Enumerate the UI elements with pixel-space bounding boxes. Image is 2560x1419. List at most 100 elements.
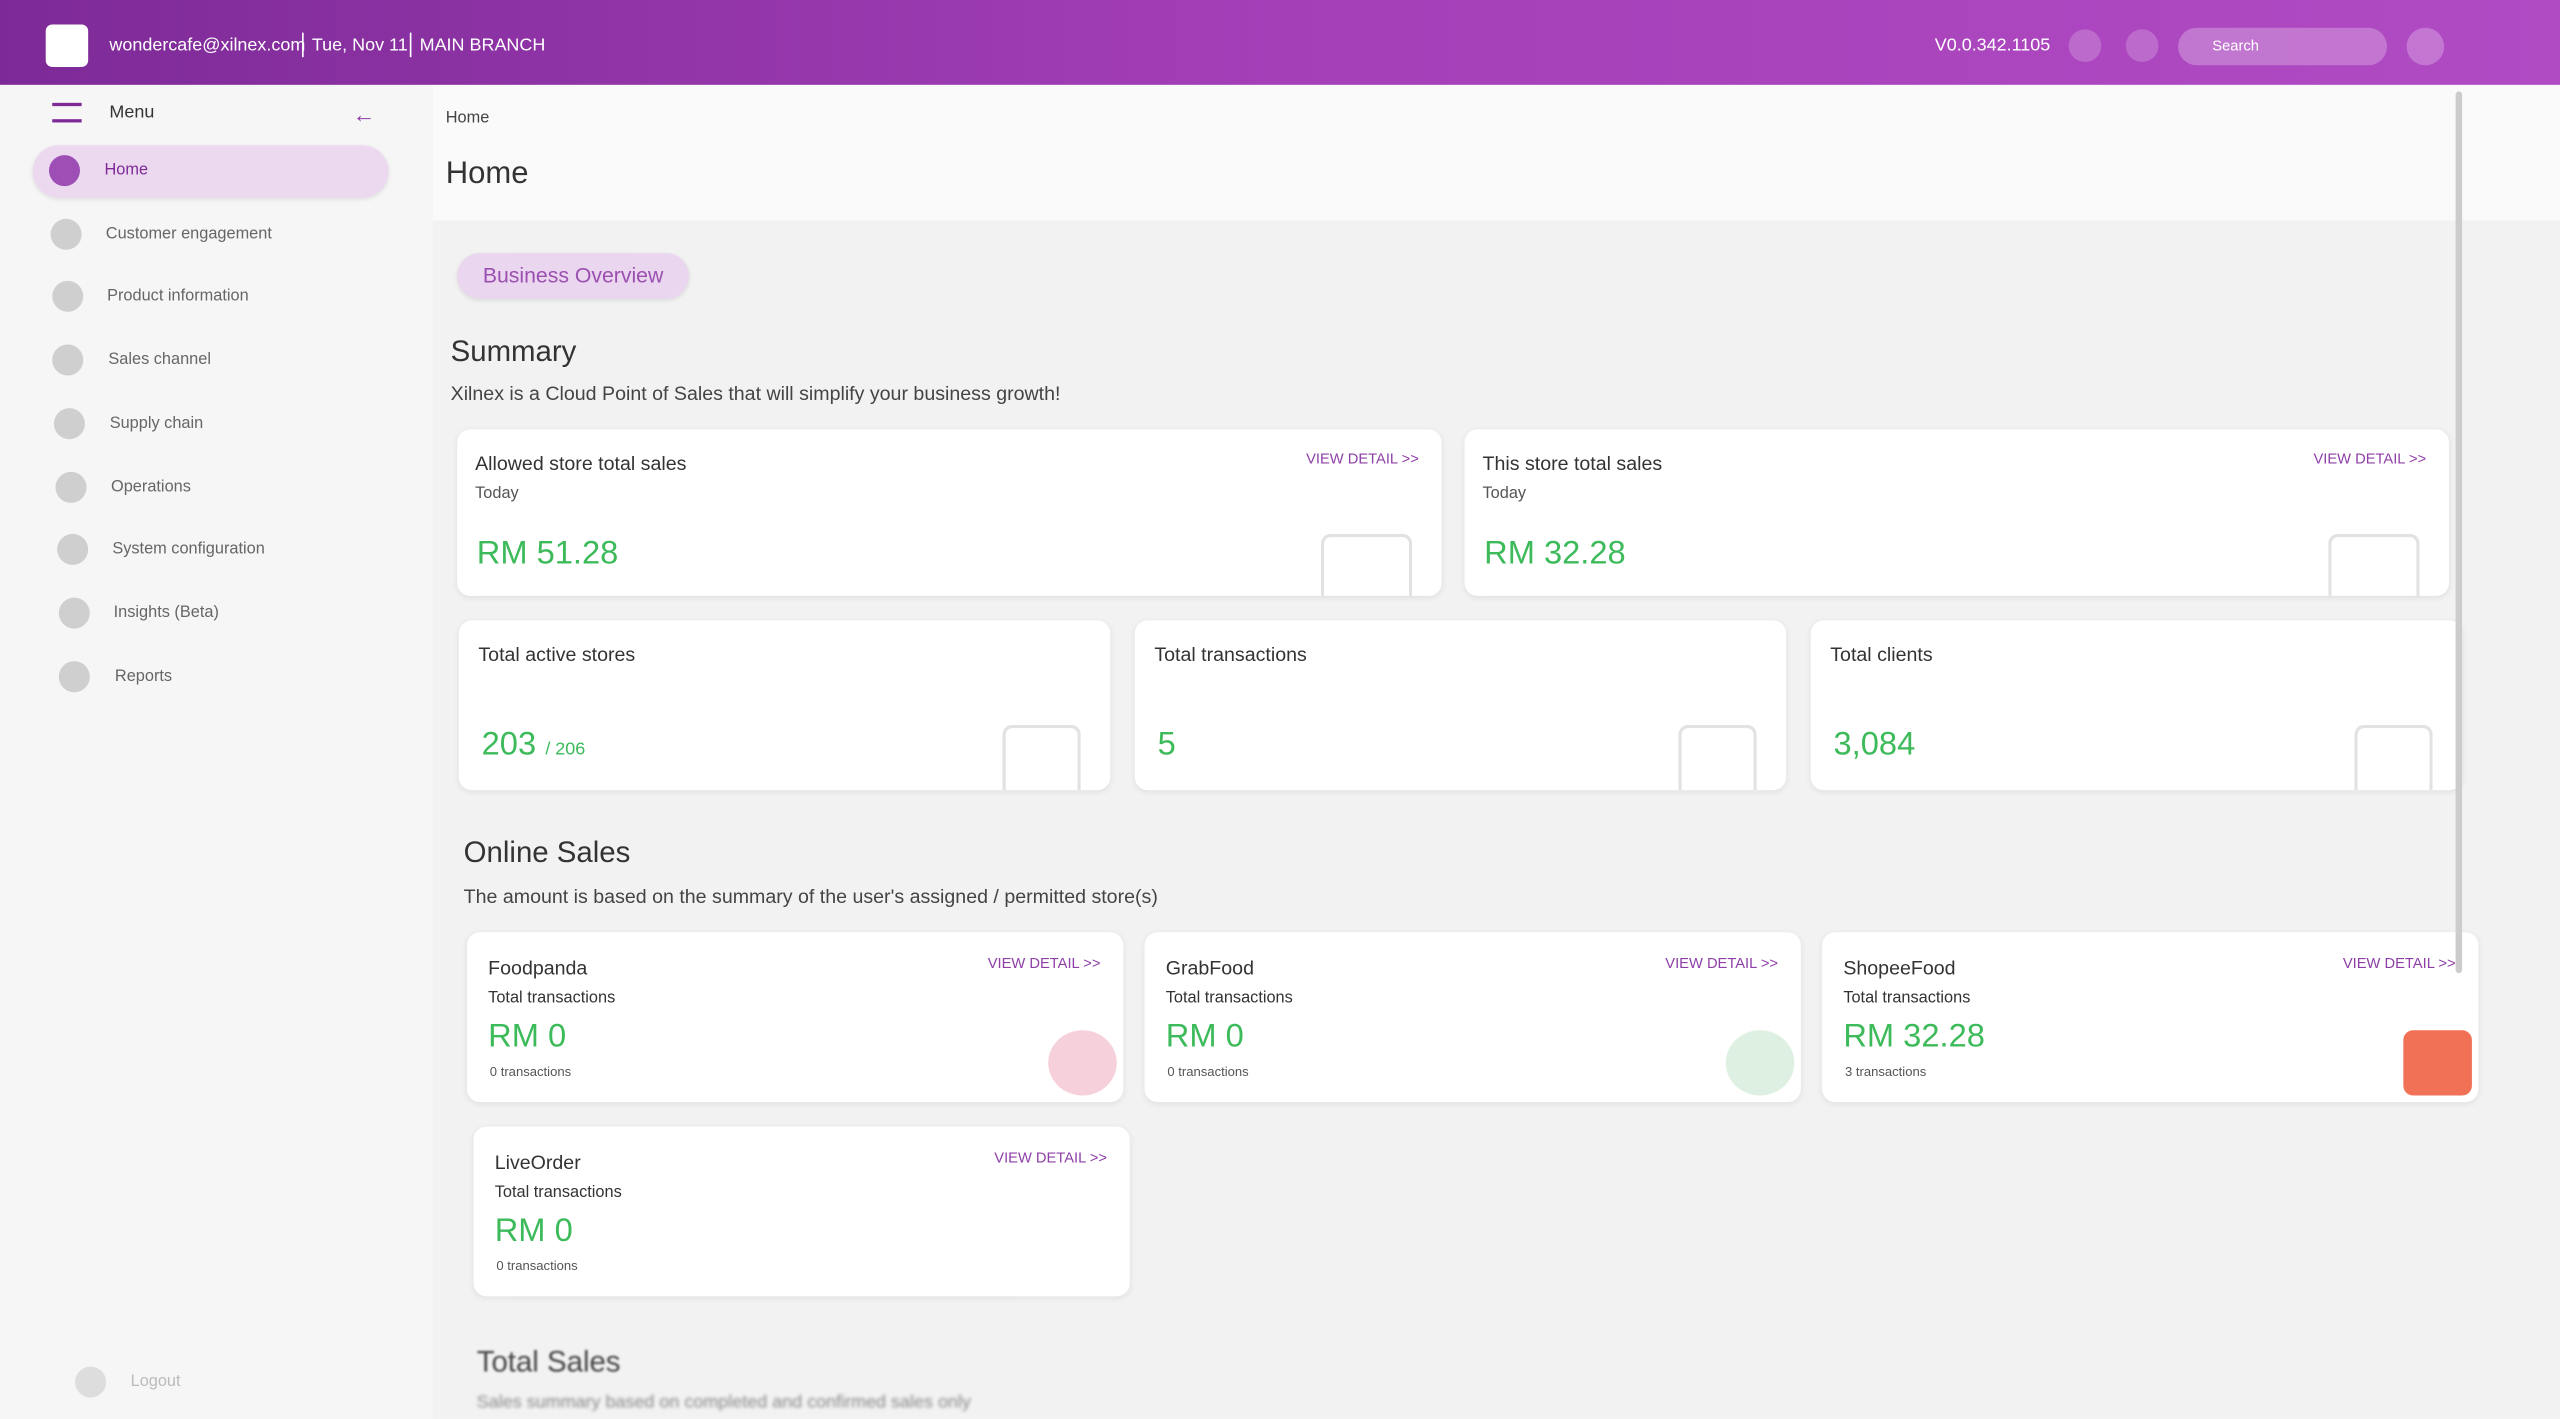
view-detail[interactable]: VIEW DETAIL >> [2313, 450, 2427, 467]
menu-item[interactable]: Supply chain [33, 398, 389, 450]
channel-card: ShopeeFood Total transactions RM 32.28 3 tr… [1822, 932, 2479, 1103]
page-header [432, 84, 2560, 221]
channel-name: LiveOrder [494, 1151, 581, 1174]
menu-label: Customer engagement [105, 224, 272, 243]
notifications[interactable] [2068, 29, 2102, 63]
divider [302, 32, 304, 58]
section-desc: Sales summary based on completed and con… [476, 1392, 971, 1413]
card-total: / 206 [545, 739, 586, 760]
channel-label: Total transactions [1165, 989, 1293, 1008]
menu-item[interactable]: Reports [33, 651, 389, 703]
view-detail[interactable]: VIEW DETAIL >> [987, 955, 1101, 972]
channel-card: Foodpanda Total transactions RM 0 0 transac… [466, 932, 1124, 1103]
menu-icon [55, 471, 87, 503]
menu-item[interactable]: Home [32, 145, 389, 198]
sales-card: This store total sales Today RM 32.28 VIEW … [1464, 429, 2450, 596]
card-value: 203 [481, 726, 537, 763]
stat-card: Total clients 3,084 [1810, 620, 2463, 791]
section-desc: The amount is based on the summary of th… [463, 884, 1158, 908]
card-title: Total transactions [1154, 643, 1307, 667]
card-value: 5 [1157, 726, 1176, 763]
channel-name: ShopeeFood [1843, 956, 1956, 980]
channel-card: GrabFood Total transactions RM 0 0 transact… [1144, 932, 1801, 1103]
card-icon [1678, 724, 1757, 791]
card-period: Today [1482, 484, 1527, 503]
channel-value: RM 0 [494, 1213, 573, 1250]
menu-item[interactable]: Insights (Beta) [33, 588, 389, 640]
channel-label: Total transactions [488, 989, 616, 1008]
card-title: Allowed store total sales [475, 452, 687, 476]
search-box[interactable]: Search [2178, 27, 2388, 66]
view-detail[interactable]: VIEW DETAIL >> [1306, 450, 1419, 467]
logout-icon [75, 1366, 107, 1398]
breadcrumb: Home [445, 109, 490, 128]
card-value: 3,084 [1833, 726, 1916, 763]
menu-item[interactable]: System configuration [33, 524, 389, 576]
menu-label: Reports [114, 667, 173, 686]
card-icon [1320, 533, 1413, 596]
channel-count: 0 transactions [489, 1064, 572, 1080]
card-value: RM 32.28 [1484, 535, 1626, 572]
menu-item[interactable]: Customer engagement [33, 208, 389, 260]
section-title: Total Sales [476, 1345, 621, 1378]
support[interactable] [2125, 29, 2159, 63]
card-icon [2354, 724, 2433, 791]
scrollbar [2455, 91, 2463, 974]
card-period: Today [475, 484, 519, 503]
menu-item[interactable]: Operations [33, 461, 389, 513]
channel-count: 3 transactions [1844, 1064, 1927, 1080]
date: Tue, Nov 11 [311, 35, 408, 56]
menu-icon [59, 660, 91, 692]
logout[interactable]: Logout [130, 1373, 181, 1392]
card-title: This store total sales [1482, 452, 1663, 476]
top-bar [0, 0, 2560, 85]
channel-card: LiveOrder Total transactions RM 0 0 transac… [473, 1126, 1130, 1297]
menu-label: System configuration [112, 540, 265, 559]
more-menu[interactable] [2406, 27, 2445, 66]
menu-icon [48, 155, 81, 187]
channel-count: 0 transactions [1167, 1064, 1249, 1080]
channel-name: GrabFood [1165, 956, 1254, 980]
menu-label: Home [104, 161, 149, 180]
menu-label: Supply chain [109, 414, 204, 433]
section-desc: Xilnex is a Cloud Point of Sales that wi… [450, 382, 1061, 405]
card-icon [1002, 724, 1081, 791]
section-title: Online Sales [463, 835, 631, 869]
card-value: RM 51.28 [476, 535, 619, 572]
menu-title: Menu [109, 102, 155, 123]
menu-label: Operations [111, 477, 191, 496]
stat-card: Total active stores 203 / 206 [458, 620, 1111, 791]
card-title: Total clients [1830, 643, 1933, 667]
channel-label: Total transactions [1843, 989, 1971, 1008]
menu-icon [58, 597, 90, 629]
tab[interactable]: Business Overview [457, 253, 689, 299]
collapse[interactable]: ← [352, 101, 376, 128]
menu-label: Sales channel [108, 351, 211, 370]
section-title: Summary [450, 334, 577, 368]
search-placeholder: Search [2212, 37, 2259, 54]
branch: MAIN BRANCH [419, 35, 546, 56]
menu-icon [52, 344, 84, 376]
view-detail[interactable]: VIEW DETAIL >> [2342, 955, 2456, 972]
channel-value: RM 0 [488, 1018, 567, 1055]
page-title: Home [445, 156, 529, 192]
menu-icon [56, 534, 88, 566]
channel-value: RM 0 [1165, 1018, 1244, 1055]
menu-icon[interactable] [52, 102, 82, 123]
channel-logo [1725, 1030, 1795, 1096]
channel-label: Total transactions [494, 1183, 622, 1202]
view-detail[interactable]: VIEW DETAIL >> [1665, 955, 1779, 972]
menu-item[interactable]: Sales channel [33, 335, 389, 387]
logo [45, 24, 89, 67]
view-detail[interactable]: VIEW DETAIL >> [994, 1149, 1107, 1166]
channel-name: Foodpanda [488, 956, 588, 980]
stat-card: Total transactions 5 [1134, 620, 1787, 791]
sales-card: Allowed store total sales Today RM 51.28 VI… [457, 429, 1442, 596]
card-icon [2328, 533, 2420, 596]
menu-icon [51, 281, 83, 313]
menu-item[interactable]: Product information [33, 272, 389, 324]
menu-label: Insights (Beta) [113, 603, 219, 622]
menu-icon [50, 218, 82, 250]
version: V0.0.342.1105 [1934, 35, 2051, 56]
